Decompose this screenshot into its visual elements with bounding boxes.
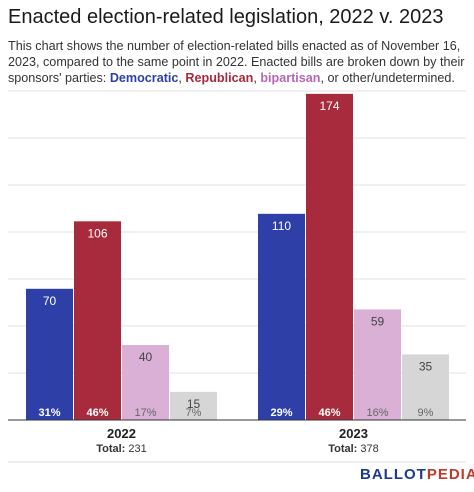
percent-label: 7% (186, 407, 202, 419)
percent-label: 31% (38, 407, 60, 419)
value-label: 40 (139, 350, 153, 364)
bar-other-undetermined-2022 (170, 391, 217, 420)
total-label-value: 378 (357, 443, 378, 455)
logo-part-2: PEDIA (426, 466, 474, 483)
value-label: 174 (319, 99, 339, 113)
value-label: 106 (87, 226, 107, 240)
value-label: 15 (187, 397, 201, 411)
bar-democratic-2022 (26, 288, 73, 420)
value-label: 110 (272, 219, 291, 233)
subtitle-tail: , or other/undetermined. (320, 71, 455, 85)
total-label-value: 231 (125, 443, 146, 455)
percent-label: 17% (134, 407, 156, 419)
percent-label: 46% (318, 407, 340, 419)
subtitle-sep-2: , (253, 71, 261, 85)
logo-part-1: BALLOT (360, 466, 427, 483)
category-label: 2023 (339, 426, 368, 441)
subtitle-bipartisan: bipartisan (260, 71, 321, 85)
subtitle-intro: This chart shows the number of election-… (8, 39, 465, 85)
percent-label: 9% (418, 407, 434, 419)
value-label: 59 (371, 314, 385, 328)
category-label: 2022 (107, 426, 136, 441)
total-label-key: Total: (328, 443, 357, 455)
subtitle-sep-1: , (178, 71, 186, 85)
percent-label: 16% (366, 407, 388, 419)
subtitle-republican: Republican (185, 71, 254, 85)
bar-other-undetermined-2023 (402, 354, 449, 420)
bar-republican-2023 (306, 93, 353, 421)
bar-bipartisan-2023 (354, 309, 401, 420)
total-label: Total: 378 (328, 443, 379, 455)
bar-democratic-2023 (258, 213, 305, 420)
total-label-key: Total: (96, 443, 125, 455)
percent-label: 29% (270, 407, 292, 419)
percent-label: 46% (86, 407, 108, 419)
ballotpedia-logo: BALLOTPEDIA (360, 466, 474, 483)
subtitle-democratic: Democratic (109, 71, 179, 85)
total-label: Total: 231 (96, 443, 147, 455)
bar-republican-2022 (74, 221, 121, 420)
chart-subtitle: This chart shows the number of election-… (8, 38, 470, 86)
bar-bipartisan-2022 (122, 345, 169, 420)
value-label: 70 (43, 294, 57, 308)
value-label: 35 (419, 359, 433, 373)
chart-title: Enacted election-related legislation, 20… (8, 6, 444, 28)
